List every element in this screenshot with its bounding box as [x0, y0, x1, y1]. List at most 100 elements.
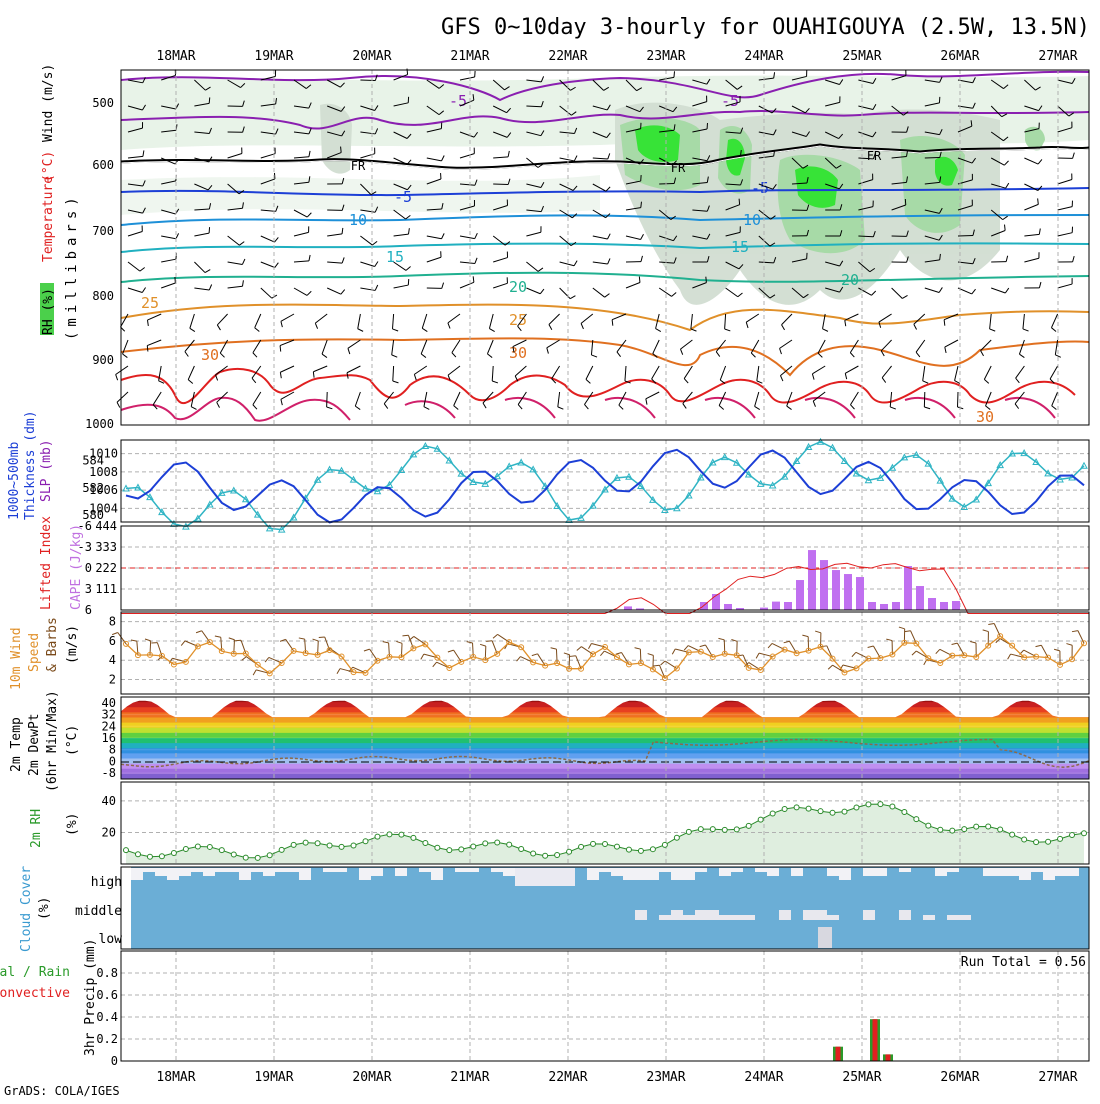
date-label-top: 20MAR — [352, 49, 391, 64]
wind10-barb-feather — [718, 638, 724, 639]
millibars-label: (millibars) — [64, 192, 80, 340]
rh2m-point — [603, 841, 608, 846]
cape-bar — [904, 566, 912, 610]
cloud-high-cell — [131, 868, 143, 880]
cloud-middle-cell — [947, 915, 959, 920]
rh2m-point — [770, 811, 775, 816]
cloud-high-cell — [419, 868, 431, 872]
date-label-bottom: 20MAR — [352, 1070, 391, 1085]
cloud-high-cell — [935, 868, 947, 876]
precip-bars — [833, 1019, 893, 1061]
rh2m-point — [626, 847, 631, 852]
cloud-level-label: low — [99, 932, 123, 947]
cloud-high-cell — [695, 868, 707, 872]
date-label-bottom: 23MAR — [646, 1070, 685, 1085]
cloud-high-cell — [947, 868, 959, 872]
rh2m-point — [1022, 837, 1027, 842]
rh2m-point — [842, 809, 847, 814]
precip-tick: 0.2 — [96, 1032, 118, 1046]
precip-label-2: Convective — [0, 986, 70, 1001]
wind10-barb-feather — [577, 647, 582, 651]
cloud-level-label: middle — [75, 904, 122, 919]
cloud-high-cell — [467, 868, 479, 872]
rh2m-point — [147, 854, 152, 859]
precip-label-3: 3hr Precip (mm) — [83, 939, 98, 1056]
run-total: Run Total = 0.56 — [961, 955, 1086, 970]
cloud-high-gap — [563, 868, 575, 886]
rh2m-point — [327, 843, 332, 848]
rh2m-point — [902, 809, 907, 814]
cloud-high-cell — [899, 868, 911, 872]
temperature-band — [121, 728, 1089, 734]
rh2m-point — [171, 850, 176, 855]
cloud-high-cell — [215, 868, 227, 872]
cloud-high-cell — [755, 868, 767, 872]
pressure-tick: 900 — [92, 353, 114, 367]
cloud-middle-cell — [863, 910, 875, 920]
cloud-high-cell — [791, 868, 803, 876]
cloud-high-cell — [683, 868, 695, 880]
rh2m-unit: (%) — [65, 813, 80, 836]
wind10-barb-feather — [433, 662, 437, 667]
rh2m-point — [806, 806, 811, 811]
rh2m-point — [986, 824, 991, 829]
wind10-barb-feather — [564, 653, 570, 655]
cloud-high-cell — [503, 868, 515, 876]
rh2m-point — [722, 827, 727, 832]
rh2m-point — [555, 853, 560, 858]
cloud-high-cell — [287, 868, 299, 872]
wind10-tick: 6 — [109, 634, 116, 648]
wind10-barb-feather — [661, 661, 665, 665]
wind10-barb-feather — [337, 669, 340, 674]
cloud-high-cell — [179, 868, 191, 876]
chart-title: GFS 0~10day 3-hourly for OUAHIGOUYA (2.5… — [441, 15, 1090, 40]
cape-bar — [928, 598, 936, 610]
cape-bars — [624, 550, 960, 610]
cloud-high-cell — [1019, 868, 1031, 880]
wind10-barb-feather — [936, 649, 940, 653]
cloud-high-gap — [551, 868, 563, 886]
slp-tick: 1008 — [89, 465, 118, 479]
contour-label: 30 — [976, 408, 994, 426]
rh2m-point — [1058, 836, 1063, 841]
wind10-frame — [121, 612, 1089, 694]
precip-frame — [121, 951, 1089, 1061]
wind10-speed-line — [126, 636, 1084, 678]
precip-convective-bar — [836, 1047, 841, 1061]
cloud-middle-cell — [815, 910, 827, 920]
cloud-high-gap — [527, 868, 539, 886]
temperature-unit-label: (°C) — [41, 151, 56, 182]
cloud-background — [131, 867, 1089, 949]
cloud-middle-cell — [683, 915, 695, 920]
rh2m-point — [974, 824, 979, 829]
wind-barb-feather — [280, 346, 281, 352]
cloud-high-cell — [167, 868, 179, 880]
rh2m-point — [435, 845, 440, 850]
cloud-middle-cell — [803, 910, 815, 920]
rh2m-point — [1082, 831, 1087, 836]
rh2m-point — [866, 802, 871, 807]
contour-label: 30 — [509, 344, 527, 362]
cloud-high-cell — [191, 868, 203, 872]
rh2m-tick: 40 — [102, 794, 116, 808]
cloud-high-cell — [491, 868, 503, 872]
date-label-top: 19MAR — [254, 49, 293, 64]
contour-label: 10 — [743, 211, 761, 229]
cloud-middle-cell — [779, 910, 791, 920]
cloud-middle-cell — [899, 910, 911, 920]
wind10-barb-feather — [912, 651, 916, 655]
rh2m-point — [962, 827, 967, 832]
cloud-middle-cell — [719, 915, 731, 920]
thickness-label-2: Thickness (dm) — [23, 410, 38, 520]
precip-y-ticks: 0.80.60.40.20 — [96, 966, 118, 1068]
wind-barb-feather — [706, 277, 707, 283]
pressure-tick: 500 — [92, 96, 114, 110]
rh2m-point — [674, 835, 679, 840]
date-label-top: 24MAR — [744, 49, 783, 64]
